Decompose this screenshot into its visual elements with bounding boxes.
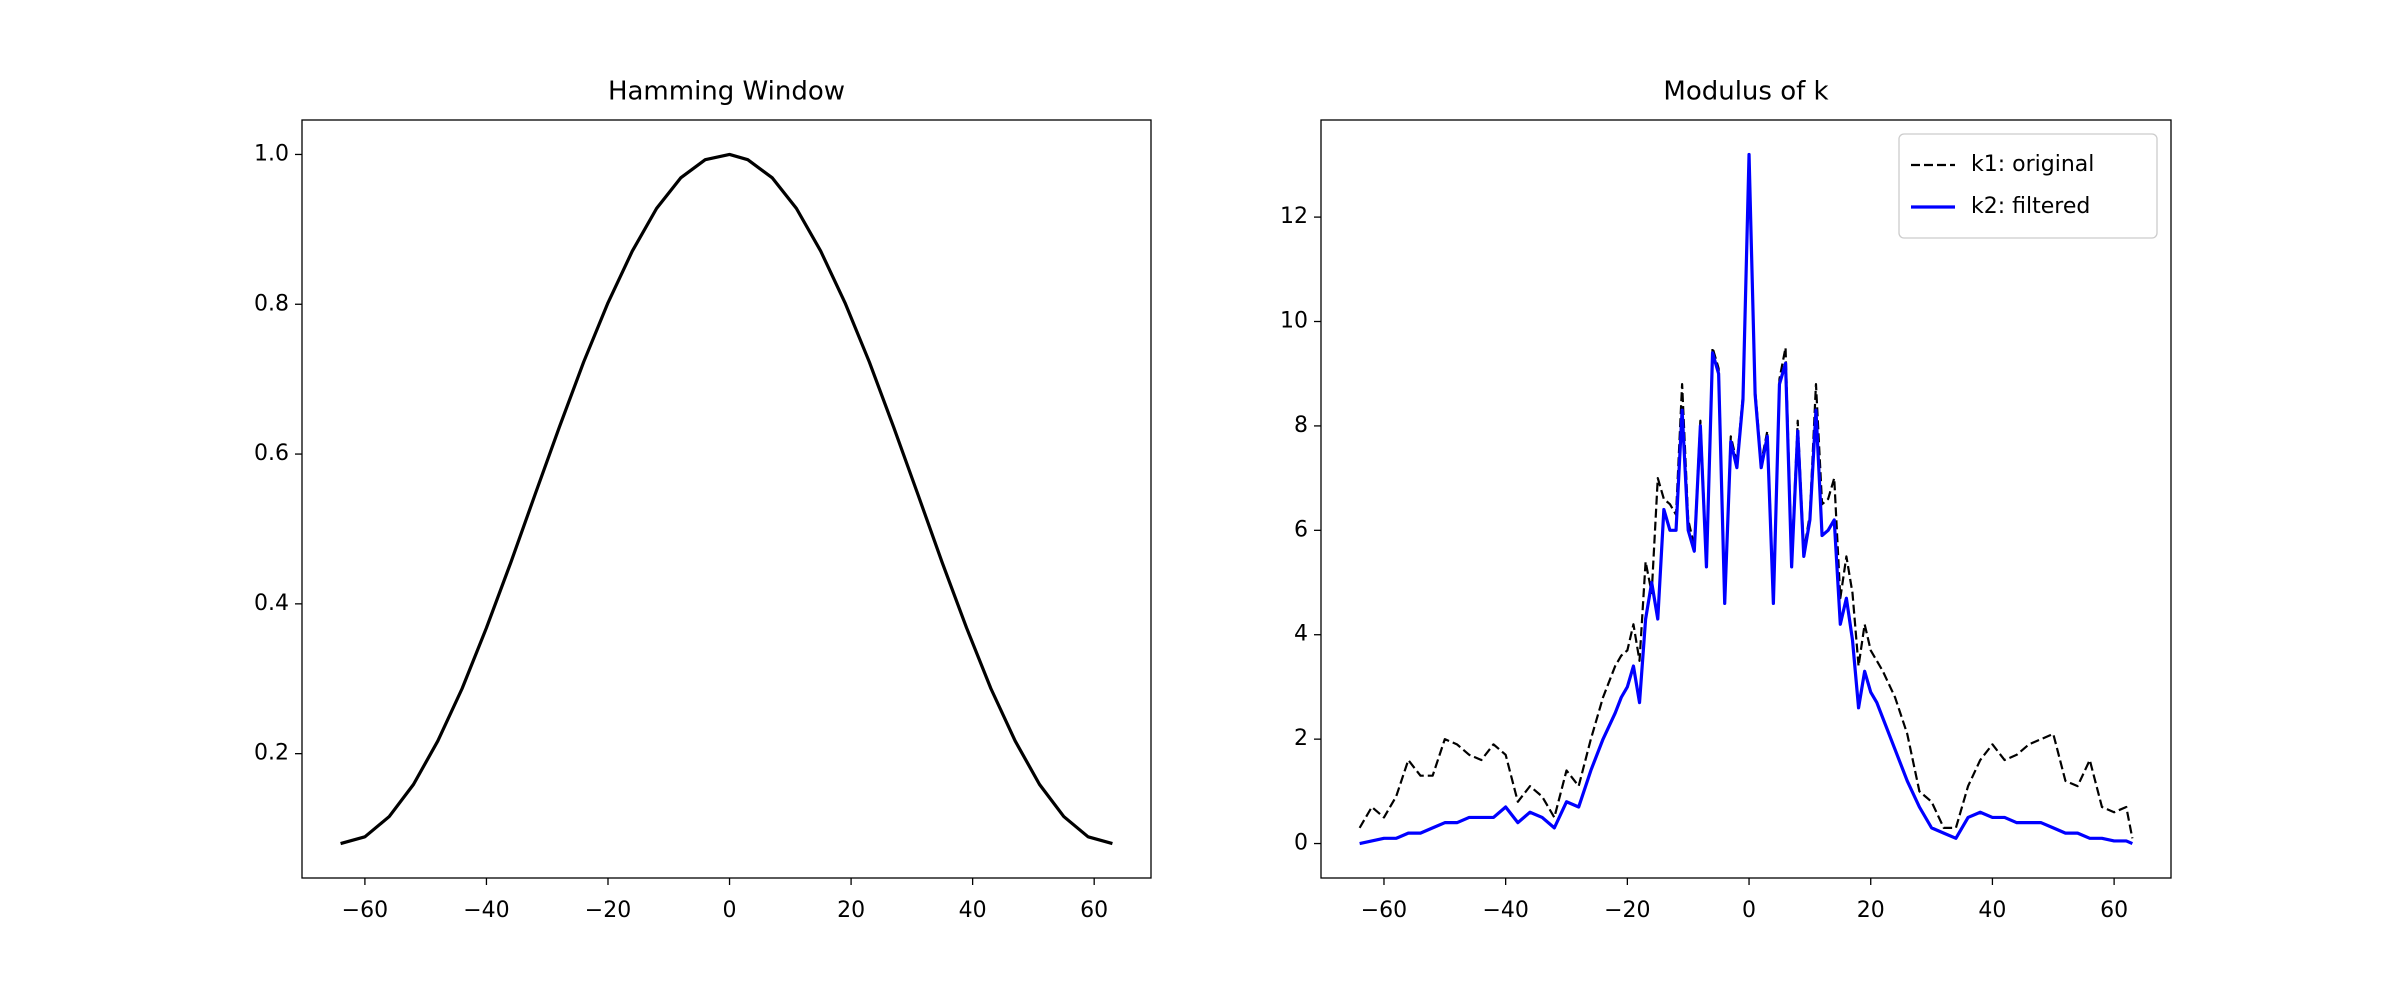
y-tick-label: 8 <box>1294 413 1308 438</box>
plot-frame <box>301 119 1152 879</box>
y-tick-label: 0.8 <box>254 291 289 316</box>
line-series <box>1359 152 2133 846</box>
y-tick-label: 12 <box>1280 204 1308 229</box>
x-tick-label: 40 <box>1978 898 2006 923</box>
chart-title: Modulus of k <box>1663 77 1828 107</box>
chart-title: Hamming Window <box>608 77 845 107</box>
y-tick-label: 0.4 <box>254 591 289 616</box>
legend-label: k1: original <box>1971 152 2094 177</box>
x-tick-label: 0 <box>723 898 737 923</box>
y-tick-label: 2 <box>1294 726 1308 751</box>
y-tick-label: 4 <box>1294 622 1308 647</box>
y-tick-label: 0 <box>1294 831 1308 856</box>
x-tick-label: −40 <box>463 898 509 923</box>
line-series <box>340 152 1113 846</box>
y-tick-label: 6 <box>1294 517 1308 542</box>
x-tick-label: 60 <box>1080 898 1108 923</box>
x-tick-label: 20 <box>837 898 865 923</box>
y-tick-label: 1.0 <box>254 141 289 166</box>
legend-label: k2: filtered <box>1971 194 2090 219</box>
y-tick-label: 0.6 <box>254 441 289 466</box>
x-tick-label: 20 <box>1857 898 1885 923</box>
y-tick-label: 10 <box>1280 309 1308 334</box>
y-tick-label: 0.2 <box>254 741 289 766</box>
line-series <box>1358 158 2134 839</box>
x-tick-label: −60 <box>1361 898 1407 923</box>
x-tick-label: −40 <box>1482 898 1528 923</box>
x-tick-label: −20 <box>585 898 631 923</box>
x-tick-label: −60 <box>342 898 388 923</box>
plot-frame <box>1320 119 2172 879</box>
x-tick-label: 40 <box>959 898 987 923</box>
x-tick-label: 60 <box>2100 898 2128 923</box>
legend-box <box>1898 133 2158 239</box>
x-tick-label: 0 <box>1742 898 1756 923</box>
x-tick-label: −20 <box>1604 898 1650 923</box>
